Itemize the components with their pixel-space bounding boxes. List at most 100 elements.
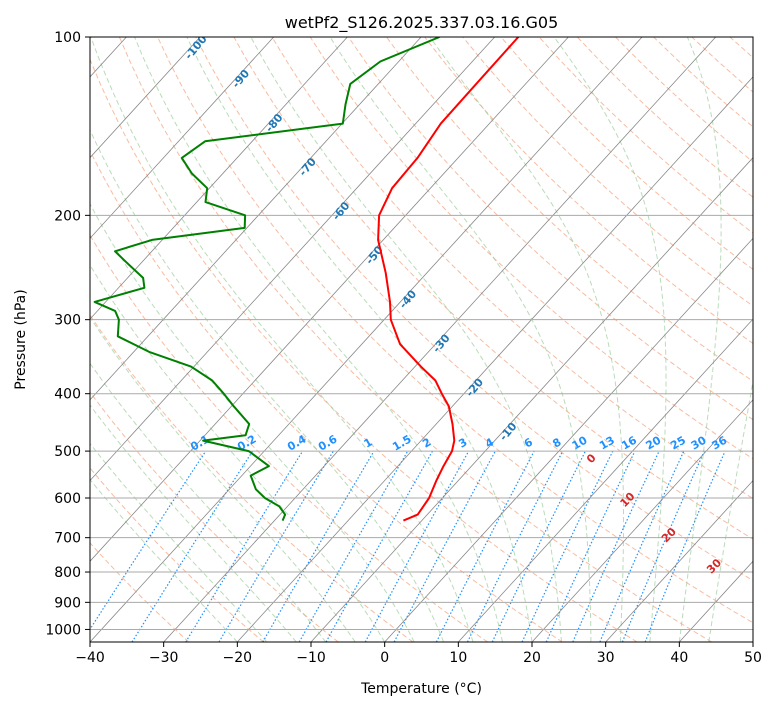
moist-adiabat-line <box>329 37 592 642</box>
dry-adiabat-line <box>90 391 339 642</box>
isotherm-line <box>163 37 716 642</box>
mixing-ratio-line <box>218 450 334 642</box>
mixing-ratio-line <box>545 450 636 642</box>
mixing-ratio-line <box>131 450 254 642</box>
isotherm-line <box>237 76 753 642</box>
moist-adiabat-line <box>90 404 297 642</box>
moist-adiabat-line <box>90 37 474 642</box>
x-tick-label: 20 <box>523 650 541 666</box>
isotherm-line <box>458 318 753 642</box>
y-axis-label: Pressure (hPa) <box>13 289 29 389</box>
mixing-ratio-line <box>599 450 685 642</box>
mixing-ratio-label: 4 <box>483 435 496 450</box>
x-tick-label: 0 <box>380 650 389 666</box>
x-tick-label: −20 <box>223 650 253 666</box>
isotherm-line <box>90 37 274 239</box>
x-axis-label: Temperature (°C) <box>360 681 482 697</box>
moist-adiabats <box>90 37 753 642</box>
moist-adiabat-label: 20 <box>659 525 679 545</box>
dry-adiabat-line <box>118 37 712 642</box>
mixing-ratio-line <box>435 450 535 642</box>
dry-adiabat-label: -40 <box>397 287 420 311</box>
x-axis-ticks: −40 −30 −20 −10 0 10 20 30 40 50 <box>75 642 762 666</box>
sounding-profiles <box>93 37 520 522</box>
plot-area: 0.1 0.2 0.4 0.6 1 1.5 2 3 4 6 8 10 13 16 20 25 30 36-100-… <box>90 37 775 642</box>
temperature-profile-line <box>377 37 520 522</box>
isotherm-line <box>90 37 569 562</box>
dry-adiabat-line <box>90 149 563 642</box>
dry-adiabats <box>90 37 775 642</box>
moist-adiabat-line <box>678 37 722 642</box>
y-tick-label: 700 <box>54 531 81 547</box>
y-tick-label: 600 <box>54 491 81 507</box>
x-tick-label: −40 <box>75 650 105 666</box>
moist-adiabat-label: 0 <box>584 451 599 466</box>
isotherm-line <box>605 479 753 642</box>
dry-adiabat-line <box>462 37 753 307</box>
y-tick-label: 400 <box>54 387 81 403</box>
y-tick-label: 300 <box>54 313 81 329</box>
mixing-ratio-label: 30 <box>689 433 709 452</box>
isotherm-line <box>310 157 753 642</box>
moist-adiabat-line <box>134 37 503 642</box>
isotherm-line <box>90 37 422 401</box>
mixing-ratio-line <box>466 450 564 642</box>
isotherm-line <box>384 237 753 642</box>
mixing-ratio-line <box>521 450 614 642</box>
mixing-ratio-label: 36 <box>709 433 729 452</box>
moist-adiabat-line <box>186 37 533 642</box>
dewpoint-profile-line <box>93 37 440 521</box>
dry-adiabat-line <box>157 37 753 624</box>
dry-adiabat-line <box>615 37 753 163</box>
dry-adiabat-line <box>386 37 753 382</box>
isotherm-line <box>90 37 495 482</box>
moist-adiabat-line <box>90 264 386 642</box>
moist-adiabat-line <box>90 202 415 642</box>
dry-adiabat-line <box>653 37 753 128</box>
y-tick-label: 500 <box>54 444 81 460</box>
moist-adiabat-line <box>90 316 356 642</box>
dry-adiabat-label: -30 <box>430 331 453 355</box>
mixing-ratio-line <box>491 450 586 642</box>
mixing-ratio-line <box>325 450 434 642</box>
mixing-ratio-line <box>393 450 496 642</box>
y-tick-label: 200 <box>54 208 81 224</box>
mixing-ratio-label: 25 <box>668 434 688 453</box>
dry-adiabat-line <box>691 37 753 93</box>
y-tick-label: 800 <box>54 565 81 581</box>
x-tick-label: 10 <box>449 650 467 666</box>
moist-adiabat-line <box>90 128 445 642</box>
dry-adiabat-label: -90 <box>229 67 252 91</box>
mixing-ratio-line <box>90 450 207 631</box>
x-tick-label: −10 <box>296 650 326 666</box>
moist-adiabat-line <box>250 37 562 642</box>
mixing-ratio-line <box>185 450 304 642</box>
moist-adiabat-line <box>90 442 268 642</box>
mixing-ratio-line <box>364 450 470 642</box>
mixing-ratio-line <box>572 450 660 642</box>
reference-line-labels: 0.1 0.2 0.4 0.6 1 1.5 2 3 4 6 8 10 13 16 20 25 30 36-100-… <box>182 37 773 604</box>
y-tick-label: 900 <box>54 595 81 611</box>
dry-adiabat-line <box>576 37 753 198</box>
dry-adiabat-line <box>424 37 753 344</box>
dry-adiabat-label: -60 <box>330 199 353 223</box>
dry-adiabat-label: -70 <box>296 155 319 179</box>
isobars <box>90 37 753 630</box>
moist-adiabat-label: 10 <box>618 490 638 510</box>
dry-adiabat-line <box>90 313 414 642</box>
dry-adiabat-line <box>90 467 264 642</box>
dry-adiabat-line <box>195 37 753 582</box>
mixing-ratio-line <box>298 450 409 642</box>
moist-adiabat-label: 40 <box>753 584 773 604</box>
mixing-ratio-label: 16 <box>619 433 639 452</box>
dry-adiabat-label: -20 <box>463 376 486 400</box>
dry-adiabat-line <box>309 37 753 460</box>
isotherm-line <box>90 37 348 320</box>
isotherms <box>90 37 753 642</box>
dry-adiabat-line <box>768 37 775 642</box>
mixing-ratio-label: 2 <box>420 436 433 451</box>
isotherm-line <box>752 641 753 642</box>
mixing-ratio-label: 3 <box>456 436 469 451</box>
y-axis-ticks: 100 200 300 400 500 600 700 800 900 1000 <box>45 30 90 638</box>
